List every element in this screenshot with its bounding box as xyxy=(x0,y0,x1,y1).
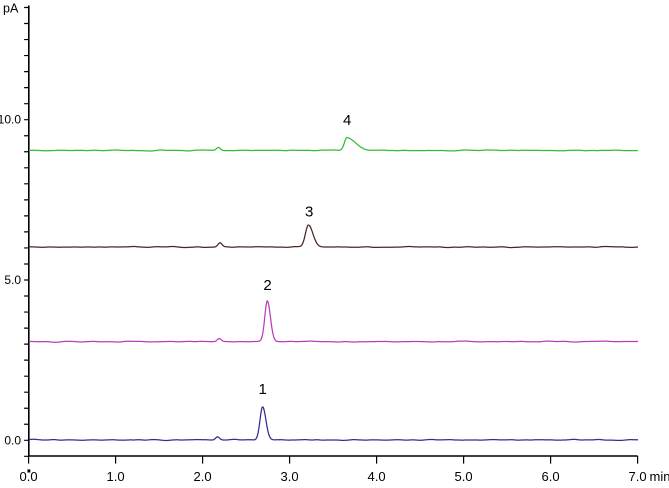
svg-text:3.0: 3.0 xyxy=(281,469,299,483)
svg-text:1: 1 xyxy=(259,381,267,398)
svg-text:4: 4 xyxy=(343,112,351,129)
svg-text:7.0: 7.0 xyxy=(629,469,647,483)
svg-text:4.0: 4.0 xyxy=(368,469,386,483)
svg-text:pA: pA xyxy=(3,1,19,15)
svg-text:5.0: 5.0 xyxy=(455,469,473,483)
svg-text:1.0: 1.0 xyxy=(107,469,125,483)
svg-text:5.0: 5.0 xyxy=(4,273,21,287)
svg-text:min: min xyxy=(650,469,669,483)
svg-text:2.0: 2.0 xyxy=(194,469,212,483)
svg-text:3: 3 xyxy=(305,204,313,221)
svg-text:2: 2 xyxy=(263,277,271,294)
svg-text:10.0: 10.0 xyxy=(0,113,21,127)
svg-text:6.0: 6.0 xyxy=(542,469,560,483)
svg-text:0.0: 0.0 xyxy=(4,434,21,448)
